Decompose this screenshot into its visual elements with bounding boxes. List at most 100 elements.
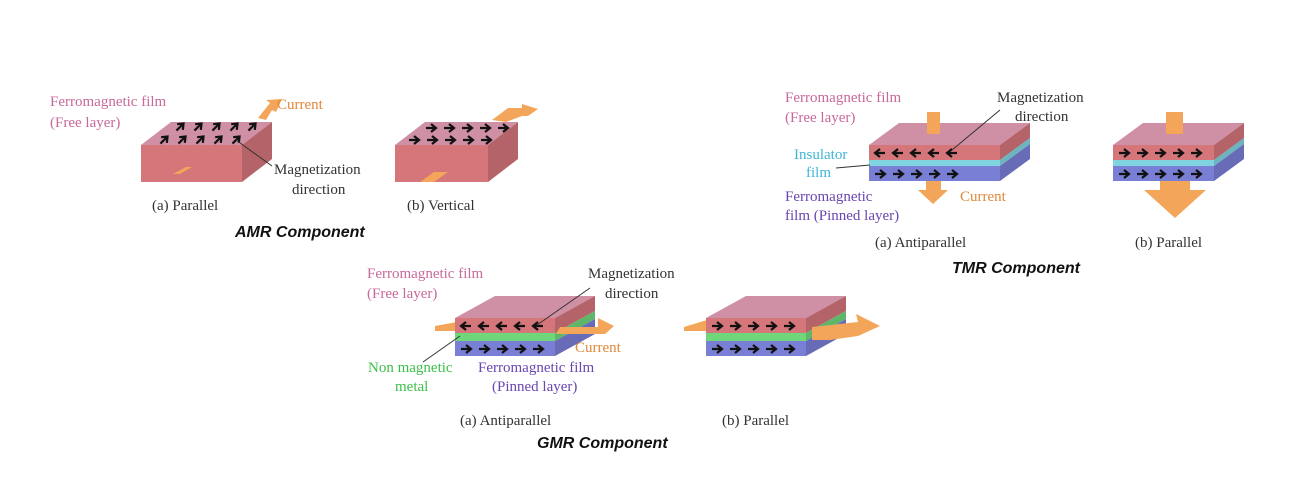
magnetization-arrow-icon	[1155, 148, 1167, 158]
current-arrow-icon	[556, 318, 614, 334]
gmr-pinned-label: Ferromagnetic film	[478, 360, 595, 376]
tmr-b-insulator-side	[1214, 138, 1244, 166]
magnetization-arrow-icon	[730, 344, 742, 354]
magnetization-arrow-icon	[929, 169, 941, 179]
tmr-caption-b: (b) Parallel	[1135, 235, 1202, 251]
magnetization-arrow-icon	[175, 122, 185, 132]
pointer-line	[951, 109, 1001, 151]
magnetization-arrow-icon	[515, 344, 527, 354]
magnetization-arrow-icon	[445, 135, 457, 145]
current-arrow-icon	[918, 181, 948, 204]
magnetization-arrow-icon	[712, 321, 724, 331]
gmr-nonmag-label-2: metal	[395, 379, 428, 395]
tmr-caption-a: (a) Antiparallel	[875, 235, 966, 251]
magnetization-arrow-icon	[784, 321, 796, 331]
magnetization-arrow-icon	[712, 344, 724, 354]
magnetization-arrow-icon	[1119, 169, 1131, 179]
gmr-free-label-2: (Free layer)	[367, 286, 437, 302]
magnetization-arrow-icon	[211, 122, 221, 132]
magnetization-arrow-icon	[891, 148, 903, 158]
magnetization-arrow-icon	[766, 321, 778, 331]
magnetization-arrow-icon	[909, 148, 921, 158]
tmr-a-insulator-front	[869, 160, 1000, 166]
tmr-insulator-label-2: film	[806, 165, 831, 181]
magnetization-arrow-icon	[213, 135, 223, 145]
current-arrow-icon	[812, 314, 880, 340]
magnetization-arrow-icon	[229, 122, 239, 132]
current-arrow-icon	[258, 99, 282, 120]
current-arrow-icon	[173, 167, 192, 174]
current-arrow-icon	[1166, 112, 1183, 134]
gmr-a-top-face	[455, 296, 595, 318]
magnetization-arrow-icon	[766, 344, 778, 354]
amr-b-free-layer-side	[488, 122, 518, 182]
magnetization-arrow-icon	[159, 135, 169, 145]
magnetization-arrow-icon	[1137, 169, 1149, 179]
magnetization-arrow-icon	[1119, 148, 1131, 158]
current-arrow-icon	[435, 322, 457, 331]
pointer-line	[536, 287, 591, 326]
magnetization-arrow-icon	[409, 135, 421, 145]
current-arrow-icon	[1144, 181, 1206, 218]
magnetization-arrow-icon	[193, 122, 203, 132]
magnetization-arrow-icon	[1173, 148, 1185, 158]
gmr-b-top-face	[706, 296, 846, 318]
gmr-caption-b: (b) Parallel	[722, 413, 789, 429]
current-arrow-icon	[927, 112, 940, 134]
magnetization-arrow-icon	[893, 169, 905, 179]
pointer-line	[235, 139, 273, 167]
magnetization-arrow-icon	[463, 135, 475, 145]
magnetization-arrow-icon	[730, 321, 742, 331]
tmr-free-label: Ferromagnetic film	[785, 90, 902, 106]
current-arrow-icon	[420, 172, 448, 182]
magnetization-arrow-icon	[1155, 169, 1167, 179]
tmr-a-pinned-layer-side	[1000, 144, 1030, 181]
magnetization-arrow-icon	[748, 321, 760, 331]
gmr-mag-label: Magnetization	[588, 266, 675, 282]
tmr-a-top-face	[869, 123, 1030, 145]
magnetization-arrow-icon	[873, 148, 885, 158]
gmr-a-nonmagnetic-front	[455, 333, 555, 341]
tmr-mag-label: Magnetization	[997, 90, 1084, 106]
amr-free-label-2: (Free layer)	[50, 115, 120, 131]
gmr-caption-a: (a) Antiparallel	[460, 413, 551, 429]
tmr-free-label-2: (Free layer)	[785, 110, 855, 126]
magnetization-arrow-icon	[498, 123, 510, 133]
magnetization-arrow-icon	[444, 123, 456, 133]
magnetization-arrow-icon	[495, 321, 507, 331]
magnetization-arrow-icon	[195, 135, 205, 145]
pointer-line	[422, 335, 461, 363]
tmr-pinned-label: Ferromagnetic	[785, 189, 873, 205]
magnetization-arrow-icon	[427, 135, 439, 145]
magnetization-arrow-icon	[177, 135, 187, 145]
gmr-b-nonmagnetic-front	[706, 333, 806, 341]
tmr-current-label: Current	[960, 189, 1007, 205]
magnetization-arrow-icon	[784, 344, 796, 354]
gmr-pinned-label-2: (Pinned layer)	[492, 379, 577, 395]
amr-caption-a: (a) Parallel	[152, 198, 218, 214]
tmr-insulator-label: Insulator	[794, 147, 847, 163]
magnetization-arrow-icon	[1191, 148, 1203, 158]
gmr-b-free-layer-side	[806, 296, 846, 333]
tmr-b-pinned-layer-side	[1214, 144, 1244, 181]
magnetization-arrow-icon	[480, 123, 492, 133]
magnetization-arrow-icon	[875, 169, 887, 179]
magnetization-arrow-icon	[231, 135, 241, 145]
magnetization-arrow-icon	[927, 148, 939, 158]
magnetization-arrow-icon	[477, 321, 489, 331]
amr-current-label: Current	[277, 97, 324, 113]
amr-mag-label: Magnetization	[274, 162, 361, 178]
gmr-nonmag-label: Non magnetic	[368, 360, 453, 376]
magnetization-arrow-icon	[1173, 169, 1185, 179]
magnetization-arrow-icon	[462, 123, 474, 133]
magnetization-arrow-icon	[947, 169, 959, 179]
amr-title: AMR Component	[234, 224, 365, 241]
tmr-a-free-layer-side	[1000, 123, 1030, 160]
magnetization-arrow-icon	[459, 321, 471, 331]
magnetization-arrow-icon	[1191, 169, 1203, 179]
magnetization-arrow-icon	[911, 169, 923, 179]
amr-a-free-layer-front	[141, 145, 242, 182]
gmr-a-free-layer-side	[555, 296, 595, 333]
magnetization-arrow-icon	[479, 344, 491, 354]
